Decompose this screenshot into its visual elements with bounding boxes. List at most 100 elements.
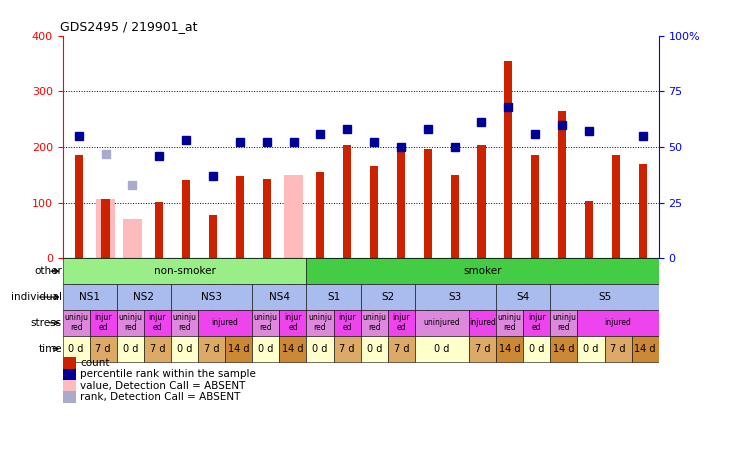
Bar — [209, 215, 217, 258]
Text: S1: S1 — [327, 292, 340, 302]
Text: uninju
red: uninju red — [254, 313, 277, 332]
Text: 0 d: 0 d — [584, 344, 598, 354]
Bar — [171, 284, 252, 310]
Bar — [63, 310, 90, 336]
Bar — [144, 310, 171, 336]
Bar — [424, 149, 432, 258]
Bar — [496, 336, 523, 362]
Bar — [361, 284, 415, 310]
Bar — [63, 369, 76, 380]
Bar — [117, 284, 171, 310]
Bar — [198, 336, 225, 362]
Text: rank, Detection Call = ABSENT: rank, Detection Call = ABSENT — [80, 392, 241, 402]
Bar — [631, 336, 659, 362]
Text: 7 d: 7 d — [149, 344, 165, 354]
Bar — [523, 336, 551, 362]
Text: stress: stress — [31, 318, 62, 328]
Bar — [284, 175, 303, 258]
Text: 0 d: 0 d — [367, 344, 382, 354]
Bar — [478, 145, 486, 258]
Bar — [604, 336, 631, 362]
Text: 14 d: 14 d — [282, 344, 304, 354]
Text: injur
ed: injur ed — [149, 313, 166, 332]
Text: 7 d: 7 d — [475, 344, 490, 354]
Text: NS3: NS3 — [201, 292, 222, 302]
Text: 7 d: 7 d — [610, 344, 626, 354]
Bar — [171, 310, 198, 336]
Text: 14 d: 14 d — [553, 344, 575, 354]
Bar — [612, 155, 620, 258]
Text: 14 d: 14 d — [499, 344, 520, 354]
Text: S5: S5 — [598, 292, 611, 302]
Bar — [578, 336, 604, 362]
Bar — [578, 310, 659, 336]
Text: smoker: smoker — [464, 266, 502, 276]
Bar — [90, 310, 117, 336]
Text: 0 d: 0 d — [258, 344, 274, 354]
Bar — [74, 155, 82, 258]
Bar — [252, 336, 280, 362]
Text: 0 d: 0 d — [434, 344, 450, 354]
Bar — [361, 310, 388, 336]
Bar — [198, 310, 252, 336]
Text: uninjured: uninjured — [424, 319, 460, 328]
Text: uninju
red: uninju red — [552, 313, 576, 332]
Bar — [252, 310, 280, 336]
Text: time: time — [38, 344, 62, 354]
Bar — [63, 284, 117, 310]
Text: injur
ed: injur ed — [392, 313, 410, 332]
Text: injur
ed: injur ed — [339, 313, 355, 332]
Bar — [469, 310, 496, 336]
Text: injur
ed: injur ed — [528, 313, 545, 332]
Bar — [96, 199, 115, 258]
Bar — [306, 310, 333, 336]
Bar — [236, 176, 244, 258]
Bar — [333, 336, 361, 362]
Bar — [469, 336, 496, 362]
Bar — [63, 380, 76, 392]
Bar — [531, 155, 539, 258]
Bar — [558, 111, 566, 258]
Text: 7 d: 7 d — [204, 344, 219, 354]
Bar — [306, 284, 361, 310]
Text: individual: individual — [11, 292, 62, 302]
Text: 7 d: 7 d — [394, 344, 409, 354]
Bar — [252, 284, 306, 310]
Text: 0 d: 0 d — [123, 344, 138, 354]
Bar — [117, 310, 144, 336]
Text: uninju
red: uninju red — [362, 313, 386, 332]
Bar — [639, 164, 647, 258]
Text: 0 d: 0 d — [68, 344, 84, 354]
Text: uninju
red: uninju red — [172, 313, 197, 332]
Bar — [523, 310, 551, 336]
Bar — [388, 336, 415, 362]
Text: uninju
red: uninju red — [64, 313, 88, 332]
Text: S3: S3 — [449, 292, 462, 302]
Text: NS1: NS1 — [79, 292, 100, 302]
Text: 0 d: 0 d — [312, 344, 328, 354]
Bar — [225, 336, 252, 362]
Text: injur
ed: injur ed — [94, 313, 112, 332]
Bar — [316, 172, 325, 258]
Bar — [361, 336, 388, 362]
Bar — [551, 284, 659, 310]
Bar — [144, 336, 171, 362]
Text: value, Detection Call = ABSENT: value, Detection Call = ABSENT — [80, 381, 246, 391]
Text: percentile rank within the sample: percentile rank within the sample — [80, 369, 256, 379]
Text: 0 d: 0 d — [529, 344, 545, 354]
Bar — [63, 336, 90, 362]
Text: other: other — [34, 266, 62, 276]
Bar — [263, 179, 271, 258]
Bar — [117, 336, 144, 362]
Text: 14 d: 14 d — [634, 344, 656, 354]
Text: S4: S4 — [517, 292, 530, 302]
Bar — [63, 357, 76, 369]
Bar — [171, 336, 198, 362]
Text: 7 d: 7 d — [96, 344, 111, 354]
Text: NS4: NS4 — [269, 292, 290, 302]
Bar — [90, 336, 117, 362]
Text: uninju
red: uninju red — [498, 313, 522, 332]
Bar — [280, 310, 306, 336]
Bar — [415, 284, 496, 310]
Bar — [306, 258, 659, 284]
